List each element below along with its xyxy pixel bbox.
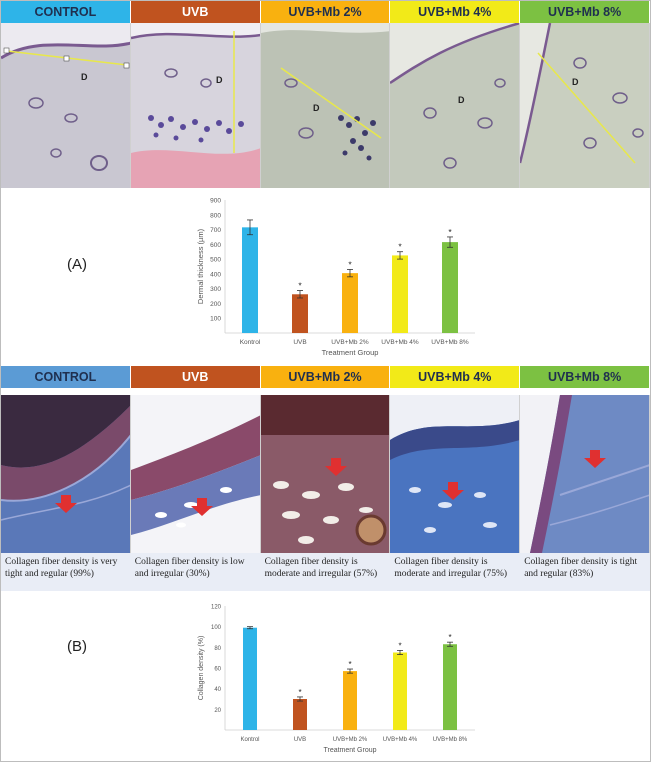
y-tick-label: 600 (210, 242, 221, 249)
x-tick-label: Kontrol (240, 737, 259, 743)
x-axis-title: Treatment Group (322, 348, 379, 357)
significance-marker: * (348, 259, 352, 269)
panel-a-label: (A) (67, 256, 87, 273)
x-tick-label: UVB+Mb 2% (331, 339, 369, 346)
significance-marker: * (348, 660, 351, 669)
bar (443, 644, 457, 730)
header-uvb-mb-2: UVB+Mb 2% (260, 1, 391, 23)
header-uvb-mb-4-b: UVB+Mb 4% (390, 366, 521, 388)
header-uvb-mb-2-b: UVB+Mb 2% (260, 366, 391, 388)
x-tick-label: UVB+Mb 4% (383, 737, 418, 743)
x-tick-label: Kontrol (240, 339, 261, 346)
x-tick-label: UVB (294, 737, 306, 743)
he-micrograph-uvb-mb-2: D (260, 23, 391, 188)
bar (442, 242, 458, 333)
caption-control: Collagen fiber density is very tight and… (5, 557, 118, 579)
x-tick-label: UVB+Mb 2% (333, 737, 368, 743)
he-marker-d: D (572, 77, 579, 87)
bar (242, 227, 258, 333)
masson-micrograph-row (1, 395, 650, 553)
he-micrograph-uvb-mb-4: D (390, 23, 521, 188)
y-tick-label: 300 (210, 286, 221, 293)
y-tick-label: 800 (210, 212, 221, 219)
header-uvb-mb-8: UVB+Mb 8% (520, 1, 650, 23)
he-marker-d: D (216, 75, 223, 85)
bar (392, 255, 408, 333)
y-tick-label: 400 (210, 271, 221, 278)
y-tick-label: 60 (214, 667, 221, 673)
bar (293, 699, 307, 730)
he-micrograph-row: D D (1, 23, 650, 188)
bar (342, 273, 358, 333)
y-tick-label: 80 (214, 646, 221, 652)
significance-marker: * (298, 281, 302, 291)
caption-row: Collagen fiber density is very tight and… (1, 553, 650, 591)
y-axis-title: Dermal thickness (µm) (196, 228, 205, 304)
significance-marker: * (448, 227, 452, 237)
panel-a-header-row: CONTROL UVB UVB+Mb 2% UVB+Mb 4% UVB+Mb 8… (1, 1, 650, 23)
significance-marker: * (298, 688, 301, 697)
x-tick-label: UVB+Mb 8% (431, 339, 469, 346)
header-control: CONTROL (1, 1, 131, 23)
header-uvb: UVB (130, 1, 261, 23)
bar (292, 294, 308, 333)
y-tick-label: 900 (210, 198, 221, 205)
dermal-thickness-chart: 100 200 300 400 500 600 700 800 900 Kontrol * UVB * U… (196, 198, 475, 357)
he-micrograph-control: D (1, 23, 131, 188)
y-tick-label: 120 (211, 605, 222, 611)
bar (343, 671, 357, 730)
collagen-density-chart: 20 40 60 80 100 120 Kontrol * UVB * UVB+Mb 2% * UVB+… (198, 605, 475, 754)
masson-micrograph-uvb-mb-2 (260, 395, 391, 553)
he-marker-d: D (458, 95, 465, 105)
bar (243, 627, 257, 730)
y-tick-label: 700 (210, 227, 221, 234)
bar (393, 652, 407, 730)
he-marker-d: D (313, 103, 320, 113)
x-tick-label: UVB+Mb 4% (381, 339, 419, 346)
y-tick-label: 20 (214, 708, 221, 714)
masson-micrograph-control (1, 395, 131, 553)
y-tick-label: 40 (214, 687, 221, 693)
masson-micrograph-uvb-mb-4 (390, 395, 521, 553)
he-micrograph-uvb: D (130, 23, 261, 188)
he-micrograph-uvb-mb-8: D (520, 23, 650, 188)
caption-uvb-mb-4: Collagen fiber density is moderate and i… (394, 557, 508, 579)
y-tick-label: 500 (210, 257, 221, 264)
masson-micrograph-uvb (130, 395, 261, 553)
y-tick-label: 100 (211, 625, 222, 631)
caption-uvb-mb-2: Collagen fiber density is moderate and i… (264, 557, 378, 579)
significance-marker: * (398, 641, 401, 650)
y-axis-title: Collagen density (%) (198, 636, 205, 701)
y-tick-label: 200 (210, 301, 221, 308)
header-uvb-mb-4: UVB+Mb 4% (390, 1, 521, 23)
y-tick-label: 100 (210, 316, 221, 323)
x-axis-title: Treatment Group (323, 747, 376, 754)
he-marker-d: D (81, 72, 88, 82)
significance-marker: * (398, 242, 402, 252)
panel-b-header-row: CONTROL UVB UVB+Mb 2% UVB+Mb 4% UVB+Mb 8… (1, 366, 650, 388)
x-tick-label: UVB (293, 339, 306, 346)
panel-b-label: (B) (67, 638, 87, 655)
x-tick-label: UVB+Mb 8% (433, 737, 468, 743)
header-uvb-mb-8-b: UVB+Mb 8% (520, 366, 650, 388)
caption-uvb: Collagen fiber density is low and irregu… (134, 557, 245, 579)
caption-uvb-mb-8: Collagen fiber density is tight and regu… (524, 557, 638, 579)
masson-micrograph-uvb-mb-8 (520, 395, 650, 553)
significance-marker: * (448, 633, 451, 642)
header-uvb-b: UVB (130, 366, 261, 388)
header-control-b: CONTROL (1, 366, 131, 388)
